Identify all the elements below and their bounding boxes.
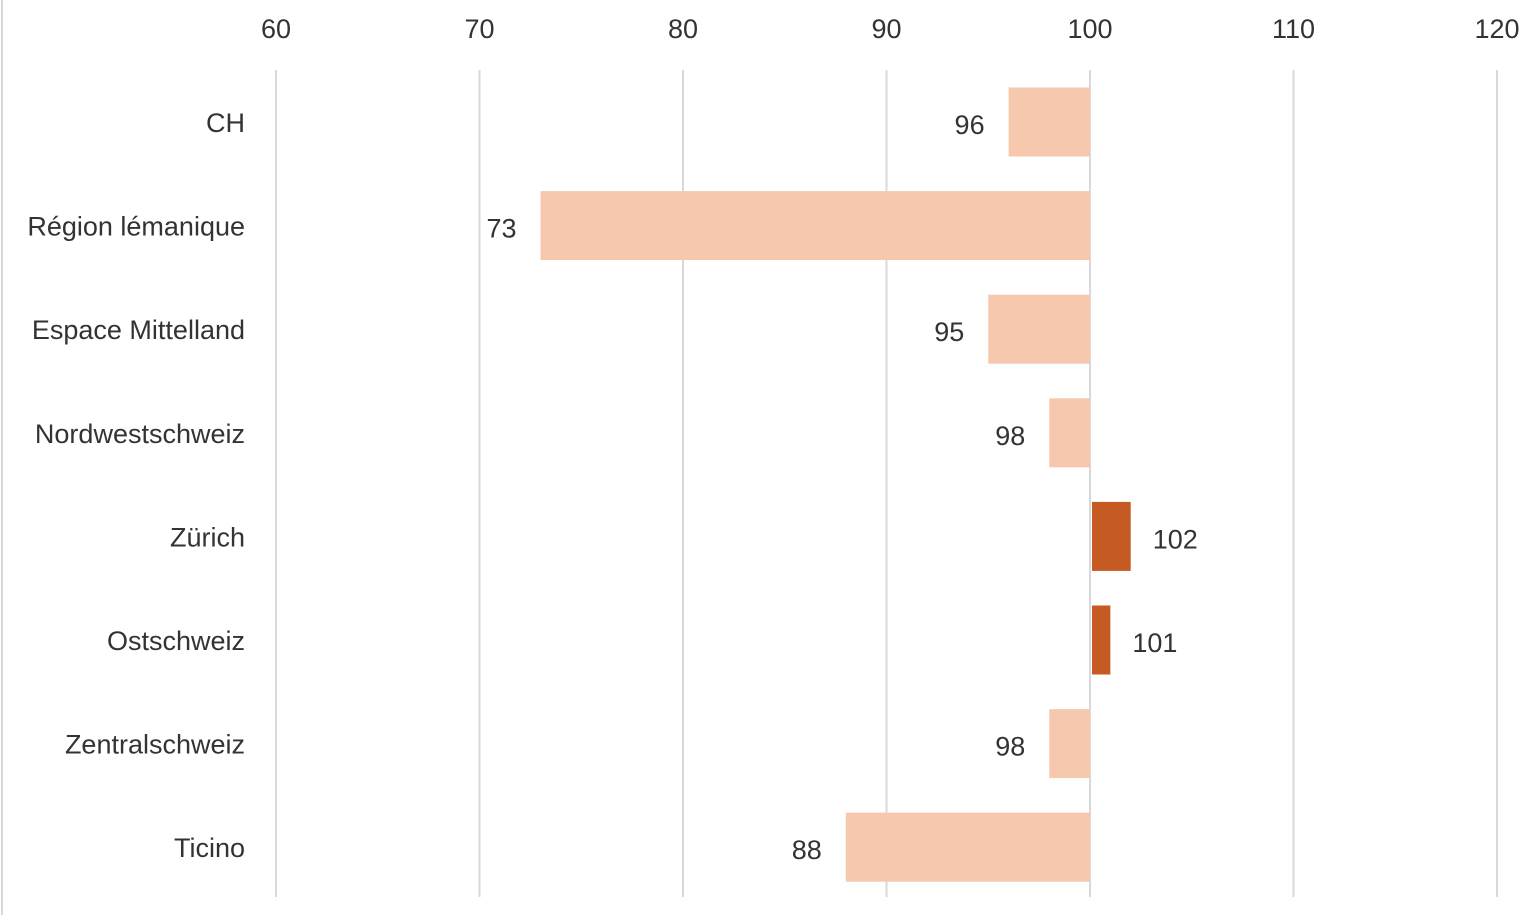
bar-1 xyxy=(540,191,1090,261)
x-tick-label-0: 60 xyxy=(261,14,291,44)
x-tick-label-4: 100 xyxy=(1067,14,1112,44)
bar-0 xyxy=(1008,87,1090,157)
bar-6 xyxy=(1049,709,1090,779)
data-label-0: 96 xyxy=(955,110,985,140)
x-tick-label-1: 70 xyxy=(464,14,494,44)
category-label-3: Nordwestschweiz xyxy=(35,419,245,449)
x-tick-label-6: 120 xyxy=(1474,14,1519,44)
category-label-1: Région lémanique xyxy=(27,212,245,242)
x-tick-label-2: 80 xyxy=(668,14,698,44)
bar-2 xyxy=(988,294,1090,364)
category-labels: CH Région lémanique Espace Mittelland Nordw… xyxy=(27,108,245,863)
x-tick-label-3: 90 xyxy=(871,14,901,44)
data-label-1: 73 xyxy=(487,214,517,244)
data-label-2: 95 xyxy=(934,317,964,347)
category-label-4: Zürich xyxy=(170,522,245,552)
bars xyxy=(540,87,1131,882)
data-label-6: 98 xyxy=(995,732,1025,762)
category-label-0: CH xyxy=(206,108,245,138)
category-label-5: Ostschweiz xyxy=(107,626,245,656)
data-label-7: 88 xyxy=(792,835,822,865)
data-label-5: 101 xyxy=(1132,628,1177,658)
x-axis-tick-labels: 60 70 80 90 100 110 120 xyxy=(261,14,1520,44)
data-labels: 96 73 95 98 102 101 98 88 xyxy=(487,110,1198,865)
category-label-2: Espace Mittelland xyxy=(32,315,245,345)
data-label-4: 102 xyxy=(1153,524,1198,554)
bar-4 xyxy=(1092,501,1131,571)
bar-7 xyxy=(845,812,1090,882)
category-label-6: Zentralschweiz xyxy=(65,730,245,760)
bar-5 xyxy=(1092,605,1111,675)
category-label-7: Ticino xyxy=(174,833,245,863)
data-label-3: 98 xyxy=(995,421,1025,451)
bar-3 xyxy=(1049,398,1090,468)
x-tick-label-5: 110 xyxy=(1272,14,1315,44)
